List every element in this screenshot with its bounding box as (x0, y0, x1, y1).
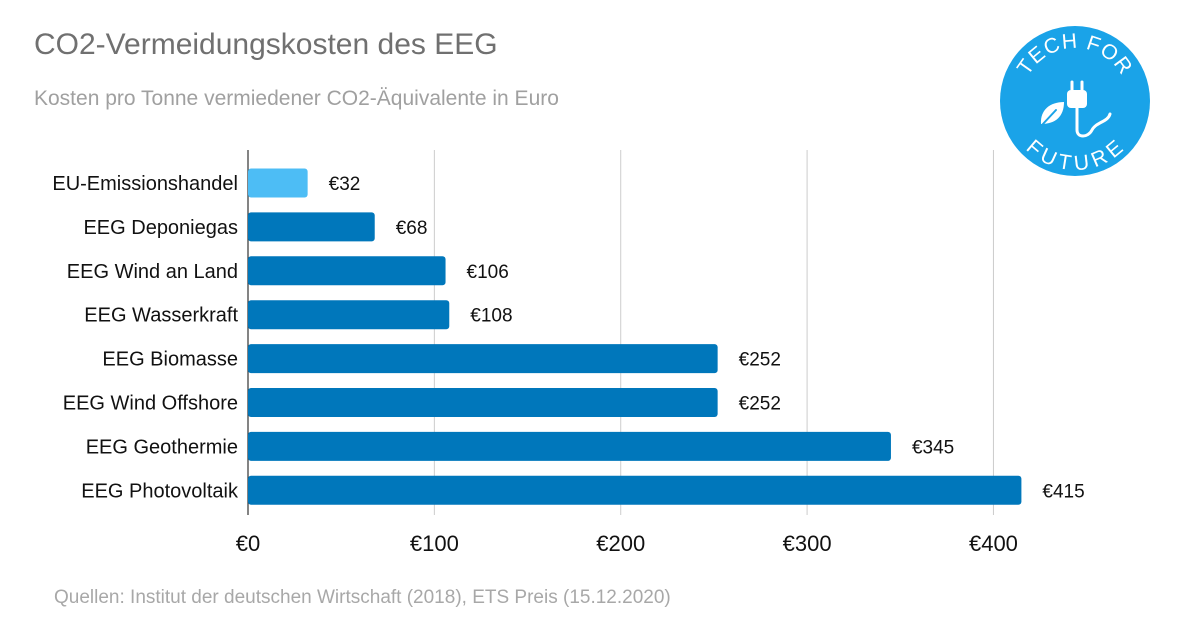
data-label: €415 (1042, 481, 1084, 502)
x-tick-label: €400 (969, 531, 1018, 556)
bar (248, 388, 718, 417)
bar (248, 168, 308, 198)
x-tick-label: €0 (236, 531, 260, 556)
chart-title: CO2-Vermeidungskosten des EEG (34, 28, 498, 61)
data-label: €68 (396, 218, 428, 239)
data-label: €108 (470, 306, 512, 327)
bar (248, 475, 1022, 505)
bar (248, 212, 375, 242)
x-tick-label: €300 (783, 531, 832, 556)
x-tick-label: €100 (410, 531, 459, 556)
category-label: EEG Deponiegas (83, 217, 238, 239)
category-label: EEG Wasserkraft (84, 305, 238, 327)
bar (248, 256, 446, 286)
category-label: EEG Photovoltaik (81, 480, 239, 502)
category-label: EU-Emissionshandel (52, 173, 238, 195)
data-label: €106 (467, 262, 509, 283)
tech-for-future-logo: TECH FOR FUTURE (1000, 26, 1150, 176)
data-label: €32 (329, 174, 361, 195)
category-label: EEG Geothermie (86, 436, 238, 458)
bar (248, 300, 450, 330)
source-note: Quellen: Institut der deutschen Wirtscha… (54, 587, 671, 608)
data-label: €252 (739, 350, 781, 371)
plug-leaf-icon (1040, 80, 1112, 138)
category-label: EEG Biomasse (102, 349, 238, 371)
category-label: EEG Wind an Land (67, 261, 238, 283)
chart-subtitle: Kosten pro Tonne vermiedener CO2-Äquival… (34, 87, 559, 110)
category-label: EEG Wind Offshore (63, 393, 238, 415)
data-label: €252 (739, 394, 781, 415)
bar (248, 344, 718, 374)
bar (248, 431, 891, 461)
data-label: €345 (912, 437, 954, 458)
x-tick-label: €200 (596, 531, 645, 556)
